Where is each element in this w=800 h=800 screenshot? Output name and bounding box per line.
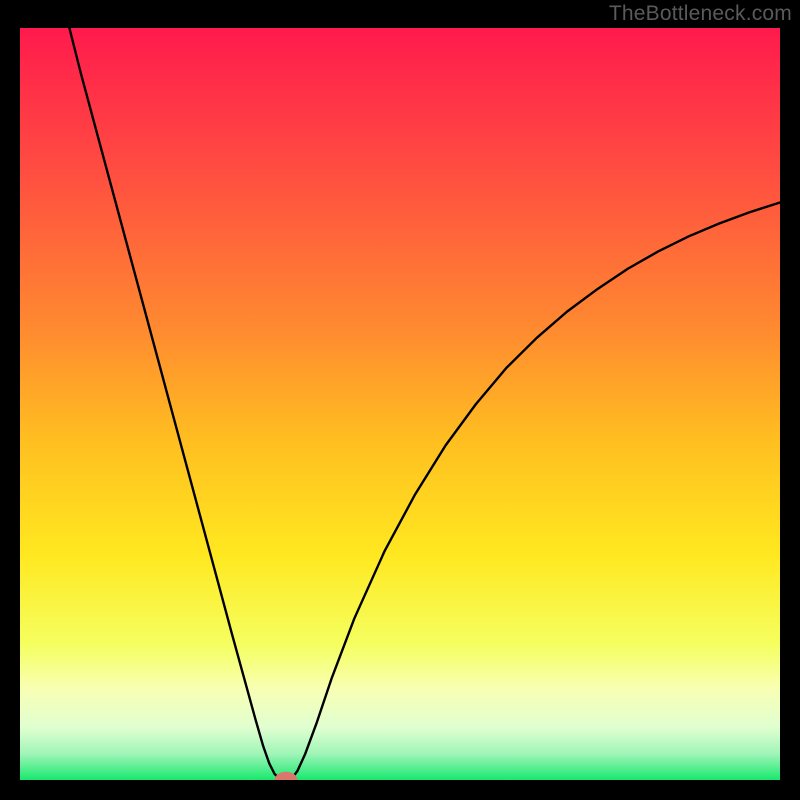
plot-frame <box>20 28 780 780</box>
canvas: TheBottleneck.com <box>0 0 800 800</box>
watermark-text: TheBottleneck.com <box>609 2 792 26</box>
plot-background-gradient <box>20 28 780 780</box>
bottleneck-plot-svg <box>20 28 780 780</box>
